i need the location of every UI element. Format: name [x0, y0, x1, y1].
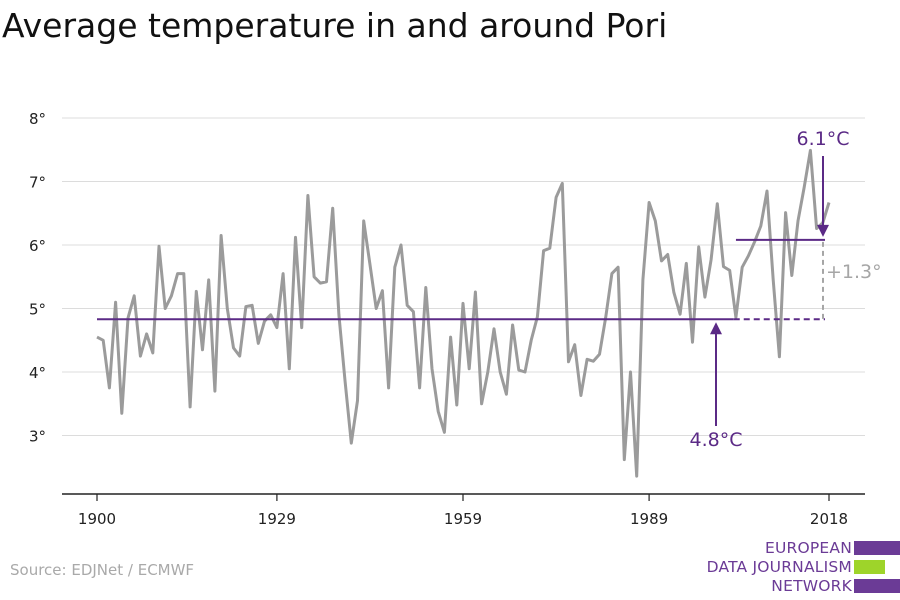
temperature-series-line — [96, 148, 831, 478]
y-tick-label-4: 4° — [29, 364, 46, 382]
x-tick-label-1959: 1959 — [444, 510, 482, 528]
y-tick-label-8: 8° — [29, 110, 46, 128]
x-tick-label-1989: 1989 — [630, 510, 668, 528]
logo-bar-green — [854, 560, 885, 574]
y-tick-label-7: 7° — [29, 174, 46, 192]
annotations: +1.3° 4.8°C 6.1°C — [690, 128, 882, 451]
y-tick-label-6: 6° — [29, 237, 46, 255]
logo-bar-purple-top — [854, 541, 900, 555]
logo-line-european: EUROPEAN — [764, 539, 852, 557]
baseline-arrow-head — [710, 322, 722, 335]
x-tick-label-1900: 1900 — [78, 510, 116, 528]
logo-line-network: NETWORK — [771, 577, 852, 595]
logo-bar-purple-bottom — [854, 579, 900, 593]
y-axis-tick-labels: 3° 4° 5° 6° 7° 8° — [29, 110, 46, 446]
logo-line-data-journalism: DATA JOURNALISM — [706, 558, 852, 576]
y-tick-label-5: 5° — [29, 301, 46, 319]
chart-title: Average temperature in and around Pori — [2, 6, 668, 45]
recent-value-label: 6.1°C — [797, 128, 850, 150]
x-axis-ticks: 1900 1929 1959 1989 2018 — [78, 494, 848, 528]
reference-lines — [97, 238, 825, 321]
edjnet-logo[interactable]: EUROPEAN DATA JOURNALISM NETWORK — [700, 539, 900, 597]
baseline-value-label: 4.8°C — [690, 429, 743, 451]
difference-label: +1.3° — [826, 261, 882, 283]
x-tick-label-1929: 1929 — [258, 510, 296, 528]
recent-arrow-head — [817, 224, 829, 237]
logo-bar-white — [854, 560, 900, 574]
y-tick-label-3: 3° — [29, 428, 46, 446]
x-tick-label-2018: 2018 — [810, 510, 848, 528]
temperature-line-chart: 3° 4° 5° 6° 7° 8° 1900 1929 1959 1989 2018 +1.3° 4… — [29, 110, 882, 528]
source-note: Source: EDJNet / ECMWF — [10, 561, 195, 579]
